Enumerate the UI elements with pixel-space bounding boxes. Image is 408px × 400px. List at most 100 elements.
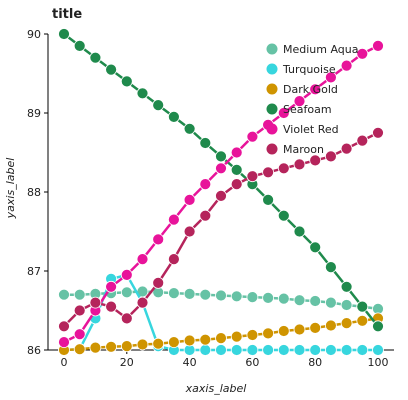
data-point-turquoise bbox=[293, 344, 306, 356]
data-point-dark-gold bbox=[324, 319, 337, 332]
legend-label-violet-red: Violet Red bbox=[283, 123, 339, 136]
data-point-maroon bbox=[309, 154, 322, 167]
data-point-dark-gold bbox=[120, 340, 133, 353]
data-point-violet-red bbox=[152, 233, 165, 246]
data-point-violet-red bbox=[372, 40, 384, 52]
data-point-dark-gold bbox=[293, 323, 306, 336]
data-point-dark-gold bbox=[105, 340, 117, 353]
data-point-violet-red bbox=[136, 253, 149, 266]
y-tick-label: 87 bbox=[27, 265, 41, 278]
legend: Medium Aqua Turquoise Dark Gold Seafoam Viol… bbox=[266, 43, 359, 156]
series-maroon bbox=[58, 126, 384, 333]
y-tick-label: 90 bbox=[27, 28, 41, 41]
data-point-seafoam bbox=[199, 137, 212, 149]
data-point-maroon bbox=[136, 296, 149, 309]
data-point-medium-aqua bbox=[262, 291, 275, 304]
y-tick-label: 89 bbox=[27, 107, 41, 120]
data-point-medium-aqua bbox=[183, 287, 196, 300]
data-point-violet-red bbox=[183, 193, 196, 206]
legend-marker-maroon bbox=[266, 143, 278, 155]
data-point-dark-gold bbox=[89, 341, 102, 354]
data-point-seafoam bbox=[340, 280, 353, 293]
data-point-violet-red bbox=[167, 213, 180, 226]
x-tick-label: 60 bbox=[245, 356, 259, 369]
data-point-dark-gold bbox=[340, 317, 353, 330]
data-point-maroon bbox=[105, 300, 117, 313]
data-point-medium-aqua bbox=[199, 288, 212, 301]
x-tick-label: 20 bbox=[120, 356, 134, 369]
data-point-violet-red bbox=[215, 162, 227, 175]
data-point-medium-aqua bbox=[309, 295, 322, 307]
data-point-seafoam bbox=[152, 99, 165, 111]
data-point-maroon bbox=[277, 162, 290, 175]
data-point-medium-aqua bbox=[73, 288, 86, 301]
data-point-maroon bbox=[120, 312, 133, 325]
data-point-maroon bbox=[230, 178, 243, 191]
data-point-medium-aqua bbox=[230, 290, 243, 303]
data-point-maroon bbox=[262, 166, 275, 179]
data-point-maroon bbox=[73, 304, 86, 317]
data-point-seafoam bbox=[89, 51, 102, 64]
y-tick-label: 86 bbox=[27, 344, 41, 357]
data-point-violet-red bbox=[58, 336, 70, 349]
y-tick-label: 88 bbox=[27, 186, 41, 199]
data-point-maroon bbox=[246, 170, 259, 183]
data-point-violet-red bbox=[230, 146, 243, 159]
data-point-seafoam bbox=[230, 163, 243, 176]
data-point-medium-aqua bbox=[246, 291, 259, 304]
series-turquoise bbox=[58, 268, 384, 356]
x-tick-label: 80 bbox=[308, 356, 322, 369]
data-point-maroon bbox=[58, 320, 70, 333]
data-point-violet-red bbox=[105, 280, 117, 293]
data-point-turquoise bbox=[246, 344, 259, 356]
legend-item-dark-gold: Dark Gold bbox=[266, 83, 338, 96]
data-point-turquoise bbox=[324, 344, 337, 356]
data-point-seafoam bbox=[183, 122, 196, 135]
series-layer bbox=[58, 28, 384, 356]
legend-item-seafoam: Seafoam bbox=[266, 103, 332, 116]
data-point-dark-gold bbox=[309, 321, 322, 334]
data-point-violet-red bbox=[120, 268, 133, 281]
data-point-turquoise bbox=[230, 344, 243, 356]
data-point-maroon bbox=[152, 276, 165, 289]
legend-marker-turquoise bbox=[266, 63, 278, 75]
data-point-dark-gold bbox=[199, 333, 212, 346]
data-point-maroon bbox=[183, 225, 196, 238]
x-tick-label: 0 bbox=[61, 356, 68, 369]
data-point-seafoam bbox=[120, 75, 133, 88]
data-point-turquoise bbox=[309, 344, 322, 356]
data-point-violet-red bbox=[199, 178, 212, 191]
legend-item-maroon: Maroon bbox=[266, 143, 324, 156]
data-point-seafoam bbox=[324, 261, 337, 274]
chart-title: title bbox=[52, 7, 82, 22]
y-axis-title: yaxis_label bbox=[4, 158, 17, 220]
data-point-violet-red bbox=[73, 328, 86, 341]
data-point-turquoise bbox=[199, 344, 212, 356]
data-point-violet-red bbox=[309, 83, 322, 96]
legend-label-dark-gold: Dark Gold bbox=[283, 83, 338, 96]
data-point-dark-gold bbox=[277, 325, 290, 337]
data-point-turquoise bbox=[215, 344, 227, 356]
data-point-violet-red bbox=[277, 107, 290, 119]
data-point-seafoam bbox=[309, 241, 322, 254]
data-point-violet-red bbox=[246, 130, 259, 143]
axes: 86 87 88 89 90 0 20 40 60 80 100 bbox=[27, 28, 394, 369]
data-point-dark-gold bbox=[230, 330, 243, 343]
data-point-seafoam bbox=[73, 40, 86, 52]
data-point-seafoam bbox=[277, 209, 290, 222]
data-point-medium-aqua bbox=[324, 296, 337, 309]
data-point-violet-red bbox=[324, 71, 337, 84]
legend-item-turquoise: Turquoise bbox=[266, 63, 336, 76]
data-point-violet-red bbox=[340, 59, 353, 72]
data-point-maroon bbox=[199, 209, 212, 222]
x-tick-label: 100 bbox=[368, 356, 389, 369]
data-point-seafoam bbox=[136, 87, 149, 100]
data-point-dark-gold bbox=[183, 334, 196, 347]
series-dark-gold bbox=[58, 312, 384, 356]
x-tick-label: 40 bbox=[183, 356, 197, 369]
data-point-medium-aqua bbox=[215, 289, 227, 302]
data-point-violet-red bbox=[356, 47, 369, 60]
data-point-dark-gold bbox=[215, 332, 227, 345]
